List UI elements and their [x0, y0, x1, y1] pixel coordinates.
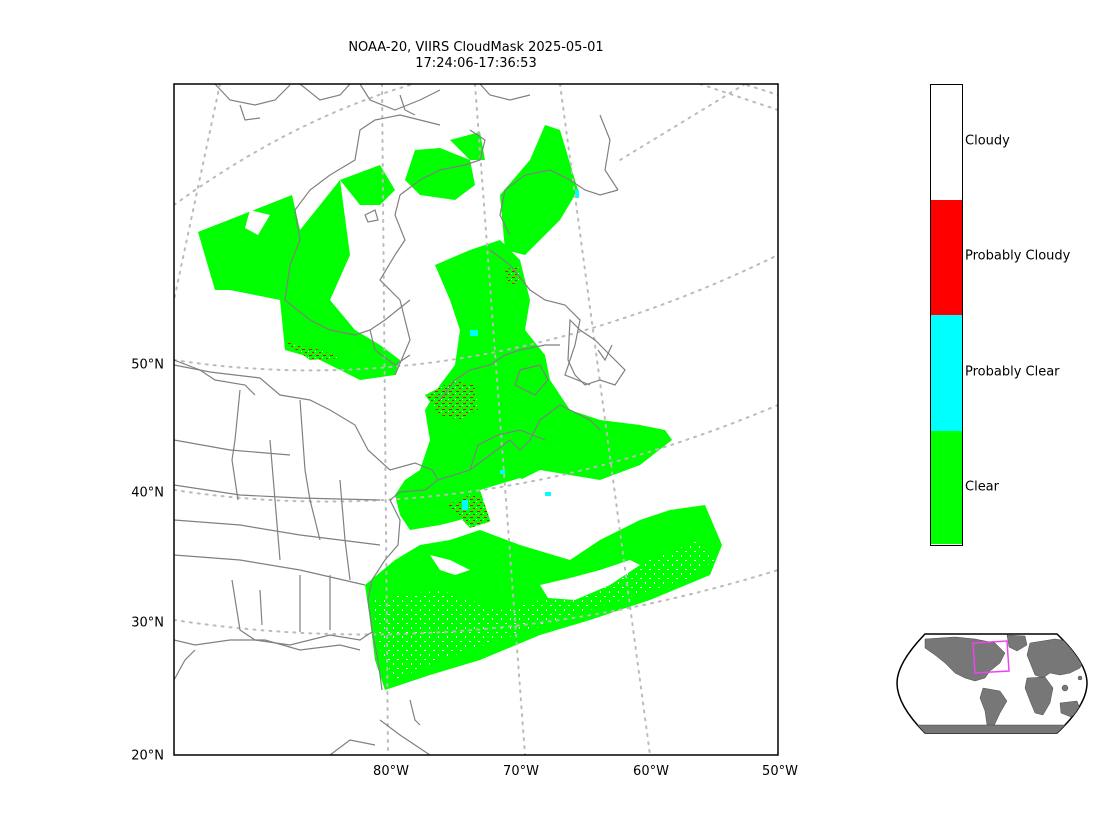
inset-land [914, 634, 1087, 733]
cloud-mask-swath [198, 125, 722, 690]
lon-label-70: 70°W [503, 764, 539, 779]
map-title: NOAA-20, VIIRS CloudMask 2025-05-01 17:2… [300, 40, 652, 72]
title-line-1: NOAA-20, VIIRS CloudMask 2025-05-01 [348, 40, 604, 55]
legend-label-clear: Clear [965, 479, 999, 495]
lon-label-80: 80°W [373, 764, 409, 779]
graticule [174, 84, 778, 755]
legend-swatch-clear [931, 431, 962, 544]
legend-swatch-cloudy [931, 85, 962, 200]
legend-colorbar [930, 84, 963, 546]
legend-swatch-probably-clear [931, 315, 962, 431]
legend-label-probably-clear: Probably Clear [965, 364, 1060, 380]
inset-region-box [972, 640, 1010, 674]
lon-label-50: 50°W [762, 764, 798, 779]
legend-swatch-probably-cloudy [931, 200, 962, 315]
title-line-2: 17:24:06-17:36:53 [415, 56, 537, 71]
legend-label-probably-cloudy: Probably Cloudy [965, 248, 1071, 264]
coastlines [174, 84, 626, 755]
map-frame [173, 83, 779, 756]
world-locator-inset [896, 633, 1088, 734]
lon-label-60: 60°W [633, 764, 669, 779]
legend-label-cloudy: Cloudy [965, 133, 1010, 149]
